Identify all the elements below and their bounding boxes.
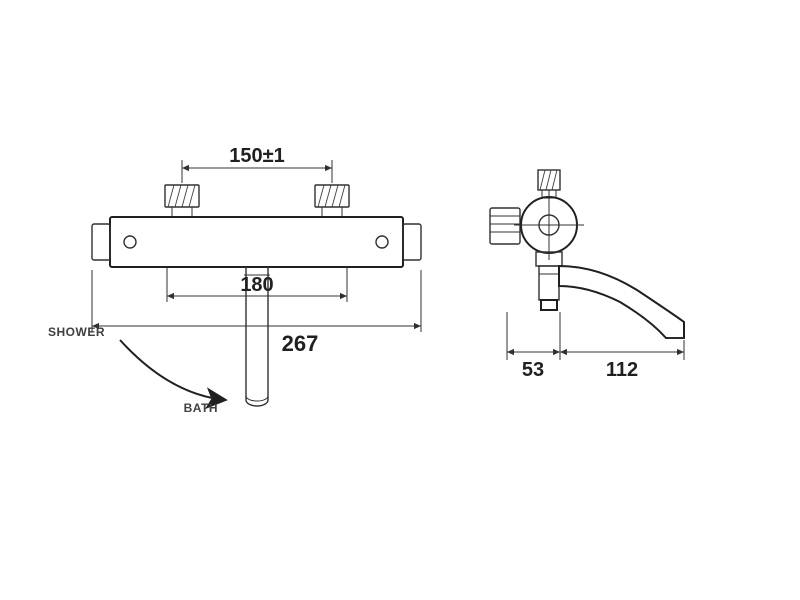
bath-label: BATH bbox=[184, 401, 218, 415]
inlet-right bbox=[315, 185, 349, 217]
diverter-arc: SHOWER BATH bbox=[48, 325, 226, 415]
front-view: 150±1 180 267 SHOWER BATH bbox=[48, 145, 421, 415]
dim-53: 53 bbox=[507, 312, 560, 381]
inlet-left bbox=[165, 185, 199, 217]
shower-label: SHOWER bbox=[48, 325, 105, 339]
dim-112: 112 bbox=[560, 312, 684, 381]
side-spout bbox=[559, 266, 684, 338]
dim-53-value: 53 bbox=[522, 359, 544, 381]
dim-180: 180 bbox=[167, 267, 347, 302]
mixer-body bbox=[110, 217, 403, 267]
dim-150-value: 150±1 bbox=[229, 145, 284, 167]
dim-267-value: 267 bbox=[282, 331, 319, 356]
screw-left bbox=[124, 236, 136, 248]
dim-112-value: 112 bbox=[606, 359, 638, 381]
side-body bbox=[514, 190, 584, 260]
knob-left bbox=[92, 224, 110, 260]
dim-180-value: 180 bbox=[240, 274, 273, 296]
knob-right bbox=[403, 224, 421, 260]
dim-150: 150±1 bbox=[182, 145, 332, 183]
side-knob bbox=[490, 208, 520, 244]
side-view: 53 112 bbox=[490, 170, 684, 381]
technical-drawing: 150±1 180 267 SHOWER BATH bbox=[0, 0, 800, 600]
screw-right bbox=[376, 236, 388, 248]
